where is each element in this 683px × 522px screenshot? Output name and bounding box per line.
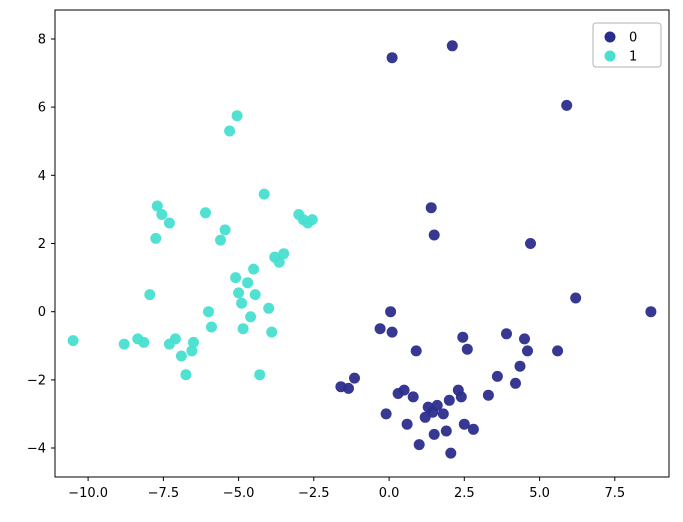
data-point-class-0 xyxy=(445,447,457,459)
data-point-class-1 xyxy=(151,200,163,212)
x-tick-label: −5.0 xyxy=(223,486,255,501)
data-point-class-1 xyxy=(150,232,162,244)
data-point-class-0 xyxy=(514,360,526,372)
data-point-class-1 xyxy=(237,323,249,335)
data-point-class-1 xyxy=(224,125,236,137)
data-point-class-1 xyxy=(144,289,156,301)
data-point-class-0 xyxy=(552,345,564,357)
y-tick-label: −4 xyxy=(27,442,46,457)
data-point-class-1 xyxy=(67,335,79,347)
data-point-class-0 xyxy=(525,238,536,249)
x-tick-label: −2.5 xyxy=(298,486,330,501)
data-point-class-0 xyxy=(482,389,494,401)
x-tick-label: −7.5 xyxy=(148,486,180,501)
data-point-class-0 xyxy=(457,331,469,343)
data-point-class-1 xyxy=(245,311,257,323)
data-point-class-0 xyxy=(437,408,449,420)
legend-box xyxy=(592,22,662,68)
data-point-class-1 xyxy=(169,333,181,345)
legend-label-class-0: 0 xyxy=(629,31,637,46)
data-point-class-1 xyxy=(242,277,254,289)
data-point-class-1 xyxy=(180,369,192,381)
data-point-class-0 xyxy=(386,52,398,64)
data-point-class-0 xyxy=(461,343,473,355)
data-point-class-1 xyxy=(236,297,248,309)
y-tick-label: 2 xyxy=(38,237,46,252)
data-point-class-0 xyxy=(386,326,398,338)
data-point-class-1 xyxy=(206,321,217,333)
data-point-class-1 xyxy=(215,234,226,246)
data-point-class-0 xyxy=(401,418,413,430)
data-point-class-1 xyxy=(118,338,130,350)
data-point-class-1 xyxy=(266,326,278,338)
y-tick-label: 0 xyxy=(38,305,46,320)
data-point-class-0 xyxy=(446,40,458,52)
data-point-class-1 xyxy=(273,256,285,268)
x-tick-label: 5.0 xyxy=(529,486,550,501)
data-point-class-0 xyxy=(440,425,452,437)
data-point-class-0 xyxy=(380,408,392,420)
data-point-class-0 xyxy=(374,323,386,335)
data-point-class-1 xyxy=(306,214,318,226)
data-point-class-0 xyxy=(343,382,354,394)
x-tick-label: 7.5 xyxy=(604,486,625,501)
y-tick-label: 8 xyxy=(38,33,46,48)
data-point-class-1 xyxy=(200,207,211,219)
data-point-class-0 xyxy=(428,229,440,241)
data-point-class-0 xyxy=(455,391,467,403)
data-point-class-1 xyxy=(219,224,231,236)
data-point-class-1 xyxy=(263,302,275,314)
data-point-class-0 xyxy=(522,345,533,357)
data-point-class-0 xyxy=(349,372,360,384)
data-point-class-1 xyxy=(233,287,245,299)
y-tick-label: 6 xyxy=(38,101,46,116)
data-point-class-0 xyxy=(519,333,530,345)
data-point-class-0 xyxy=(410,345,422,357)
data-point-class-0 xyxy=(570,292,582,304)
data-point-class-0 xyxy=(407,391,419,403)
data-point-class-0 xyxy=(501,328,512,340)
data-point-class-1 xyxy=(156,209,168,220)
data-point-class-0 xyxy=(458,418,470,430)
data-point-class-0 xyxy=(419,411,431,423)
data-point-class-1 xyxy=(138,336,150,348)
data-point-class-0 xyxy=(431,399,443,411)
data-point-class-1 xyxy=(163,217,175,229)
data-point-class-0 xyxy=(428,428,440,440)
data-point-class-1 xyxy=(188,336,199,348)
data-point-class-0 xyxy=(425,202,437,214)
x-tick-label: 0.0 xyxy=(379,486,400,501)
data-point-class-0 xyxy=(510,377,521,389)
data-point-class-1 xyxy=(249,289,261,301)
data-point-class-1 xyxy=(203,306,214,318)
data-point-class-1 xyxy=(278,248,290,260)
data-point-class-0 xyxy=(561,99,573,111)
data-point-class-0 xyxy=(413,439,425,451)
legend-marker-class-0 xyxy=(604,31,616,43)
data-point-class-1 xyxy=(230,272,242,284)
data-point-class-0 xyxy=(491,370,503,382)
data-point-class-0 xyxy=(645,306,657,318)
legend-label-class-1: 1 xyxy=(629,50,637,65)
data-point-class-1 xyxy=(231,110,243,122)
data-point-class-1 xyxy=(175,350,187,362)
x-tick-label: 2.5 xyxy=(454,486,475,501)
x-tick-label: −10.0 xyxy=(68,486,108,501)
data-point-class-1 xyxy=(186,345,198,357)
data-point-class-1 xyxy=(248,263,260,275)
data-point-class-0 xyxy=(443,394,455,406)
data-point-class-0 xyxy=(392,388,404,399)
y-tick-label: 4 xyxy=(38,169,46,184)
data-point-class-0 xyxy=(385,306,397,318)
data-point-class-1 xyxy=(254,369,266,381)
legend-marker-class-1 xyxy=(604,50,616,62)
y-tick-label: −2 xyxy=(27,373,46,388)
data-point-class-1 xyxy=(258,188,270,200)
data-point-class-0 xyxy=(467,423,479,435)
